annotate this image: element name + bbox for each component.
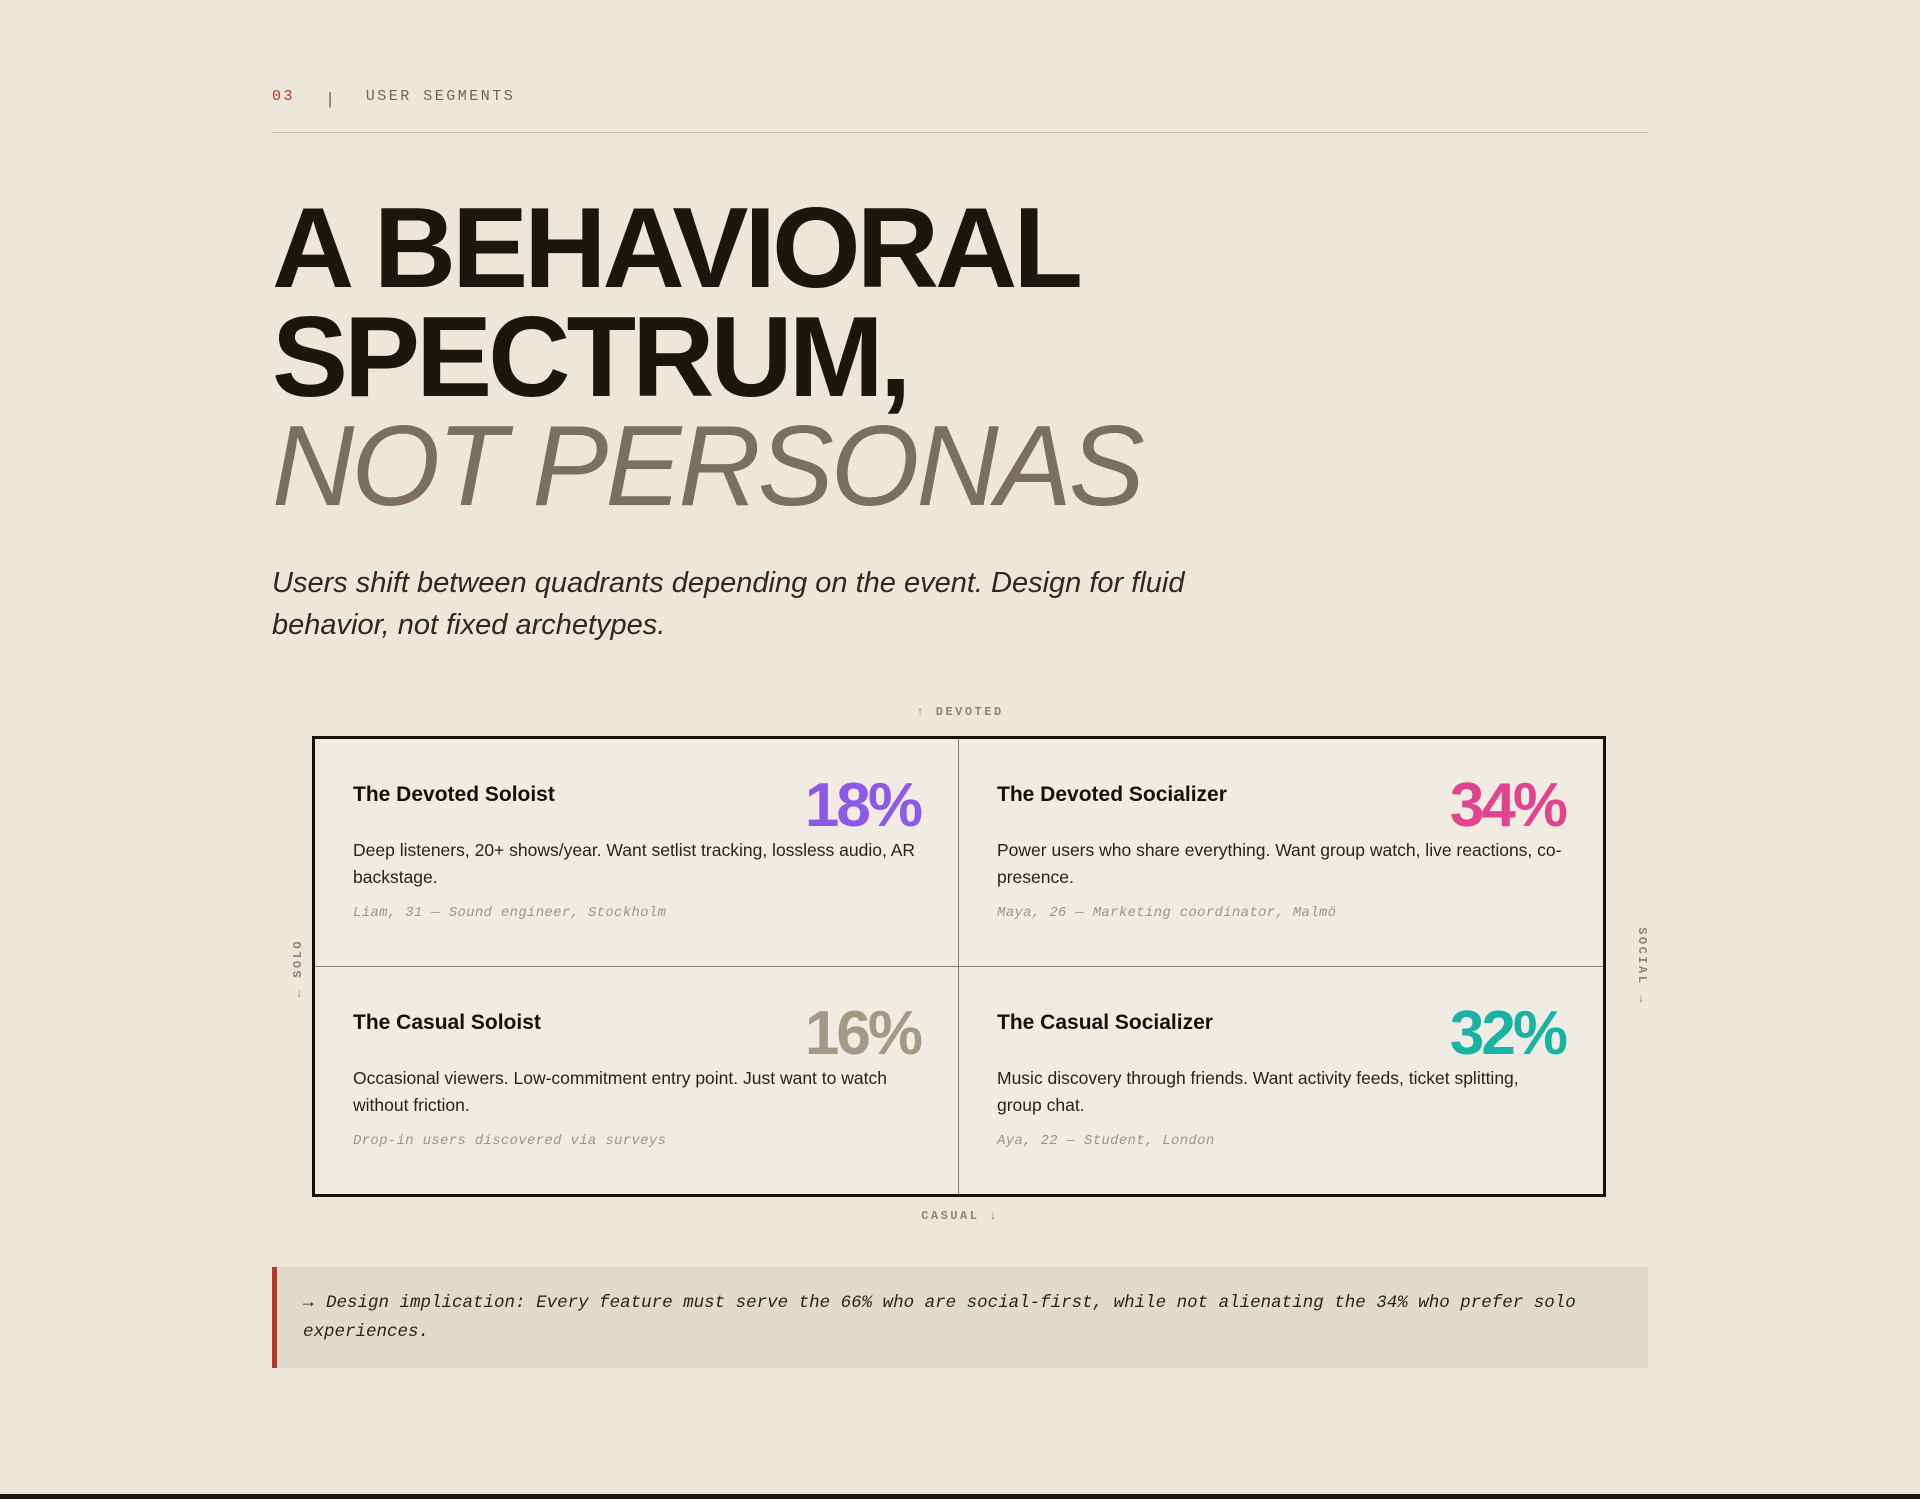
section-label: USER SEGMENTS (365, 88, 516, 105)
quadrant-devoted-socializer: The Devoted Socializer 34% Power users w… (959, 739, 1603, 967)
arrow-right-icon: → (303, 1293, 314, 1313)
headline: A BEHAVIORAL SPECTRUM, NOT PERSONAS (272, 185, 1145, 530)
axis-label-casual: CASUAL ↓ (921, 1209, 999, 1223)
headline-line-1: A BEHAVIORAL (272, 185, 1083, 312)
section-number: 03 (272, 88, 296, 105)
quadrant-percent: 18% (804, 771, 923, 840)
quadrant-description: Deep listeners, 20+ shows/year. Want set… (353, 840, 916, 887)
quadrant-title: The Casual Socializer (997, 1010, 1213, 1034)
bottom-rule (0, 1494, 1920, 1499)
section-separator: | (325, 91, 338, 110)
quadrant-example: Drop-in users discovered via surveys (353, 1132, 667, 1149)
quadrant-casual-soloist: The Casual Soloist 16% Occasional viewer… (315, 966, 959, 1194)
quadrant-title: The Devoted Socializer (997, 783, 1227, 806)
quadrant-devoted-soloist: The Devoted Soloist 18% Deep listeners, … (315, 739, 959, 967)
quadrant-description: Power users who share everything. Want g… (997, 840, 1562, 887)
quadrant-description: Music discovery through friends. Want ac… (997, 1067, 1519, 1115)
axis-label-social: SOCIAL → (1635, 927, 1649, 1005)
quadrant-example: Liam, 31 — Sound engineer, Stockholm (353, 905, 667, 921)
quadrant-title: The Casual Soloist (353, 1010, 541, 1034)
headline-line-2: SPECTRUM, (272, 294, 911, 421)
subtitle: Users shift between quadrants depending … (272, 567, 1185, 641)
section-header: 03 | USER SEGMENTS (272, 88, 1648, 133)
quadrant-example: Maya, 26 — Marketing coordinator, Malmö (997, 905, 1337, 921)
quadrant-percent: 16% (804, 998, 923, 1068)
quadrant-example: Aya, 22 — Student, London (997, 1132, 1215, 1149)
callout-text: Design implication: Every feature must s… (303, 1293, 1576, 1342)
quadrant-percent: 34% (1449, 771, 1568, 840)
quadrant-title: The Devoted Soloist (353, 783, 555, 806)
quadrant-percent: 32% (1449, 998, 1568, 1068)
design-implication-callout: → Design implication: Every feature must… (272, 1267, 1648, 1368)
headline-line-3: NOT PERSONAS (272, 403, 1145, 530)
quadrant-casual-socializer: The Casual Socializer 32% Music discover… (959, 967, 1603, 1195)
axis-label-devoted: ↑ DEVOTED (916, 705, 1004, 719)
axis-label-solo: ← SOLO (291, 938, 305, 998)
segment-matrix: The Devoted Soloist 18% Deep listeners, … (312, 736, 1606, 1197)
quadrant-description: Occasional viewers. Low-commitment entry… (353, 1067, 887, 1115)
